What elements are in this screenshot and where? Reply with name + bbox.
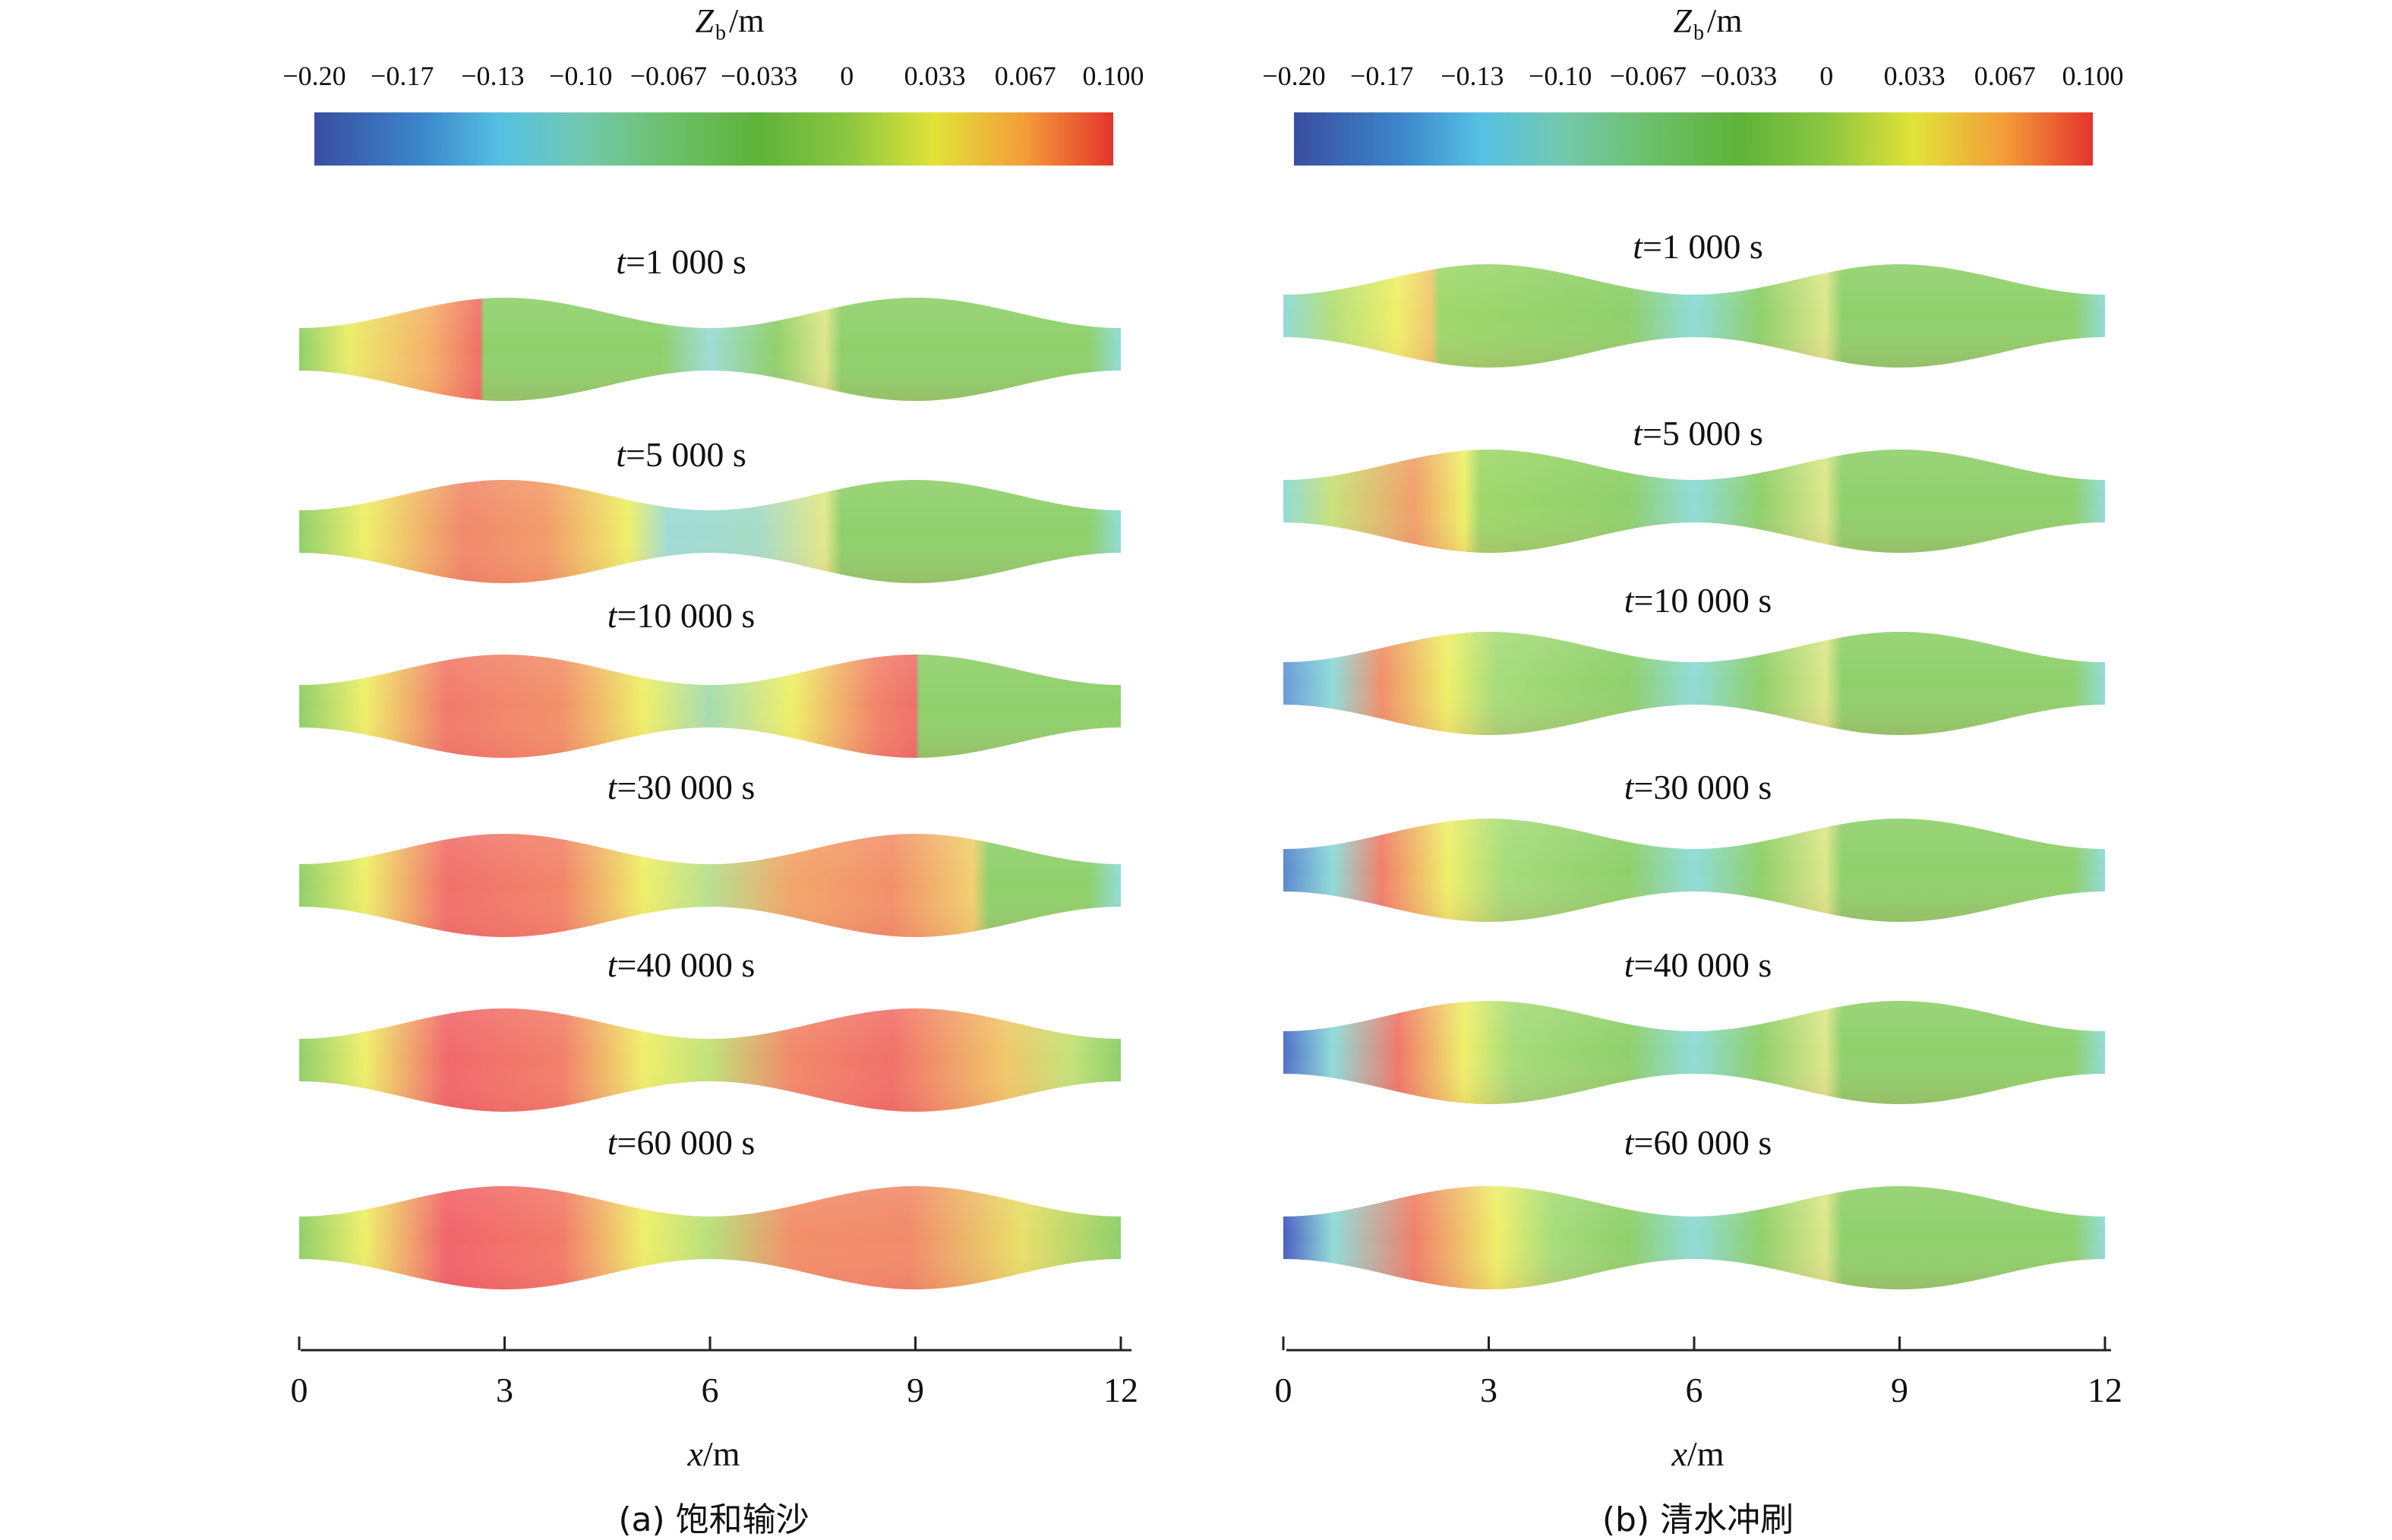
x-tick-label: 9 (907, 1371, 924, 1409)
time-panel: t=30 000 s (299, 768, 1121, 937)
colorbar-tick-label: −0.033 (721, 61, 797, 91)
channel-bank-shading (1283, 264, 2105, 368)
time-panel: t=40 000 s (1283, 945, 2105, 1104)
colorbar-tick-label: 0.100 (1083, 61, 1144, 91)
time-panel: t=1 000 s (299, 242, 1121, 401)
x-axis: 0 3 6 9 12 x/m (1275, 1336, 2122, 1473)
colorbar-title-sub: b (1693, 21, 1704, 45)
colorbar-title-var: Z (1674, 2, 1693, 39)
time-panel: t=10 000 s (299, 596, 1121, 758)
x-tick-label: 0 (1275, 1371, 1292, 1409)
x-tick-label: 3 (1480, 1371, 1497, 1409)
colorbar-tick-label: −0.10 (1529, 61, 1592, 91)
time-panel: t=60 000 s (1283, 1123, 2105, 1289)
time-panel: t=1 000 s (1283, 227, 2105, 368)
panel-column-a: t=1 000 s t=5 000 s t=10 000 s t=30 000 … (291, 242, 1139, 1539)
colorbar-tick-label: −0.17 (1350, 61, 1413, 91)
x-axis-ticks: 0 3 6 9 12 (291, 1336, 1138, 1409)
colorbar-title-unit: /m (729, 2, 764, 39)
colorbar-tick-label: 0.067 (1974, 61, 2036, 91)
colorbar-tick-label: −0.033 (1700, 61, 1777, 91)
x-axis-title: x/m (687, 1434, 740, 1473)
time-label: t=60 000 s (607, 1123, 756, 1162)
time-label: t=10 000 s (607, 596, 756, 635)
colorbar-tick-labels: −0.20 −0.17 −0.13 −0.10 −0.067 −0.033 0 0.033 0.… (1262, 61, 2123, 91)
time-label: t=5 000 s (616, 435, 746, 474)
channel-bank-shading (1283, 632, 2105, 735)
colorbar-tick-label: 0.033 (1884, 61, 1945, 91)
colorbar-tick-label: 0 (1819, 61, 1833, 91)
x-tick-label: 6 (702, 1371, 719, 1409)
colorbar-bar (314, 112, 1113, 166)
x-tick-label: 6 (1686, 1371, 1703, 1409)
time-panel: t=5 000 s (299, 435, 1121, 583)
x-axis-ticks: 0 3 6 9 12 (1275, 1336, 2122, 1409)
colorbar-tick-label: −0.13 (461, 61, 524, 91)
panel-column-b: t=1 000 s t=5 000 s t=10 000 s t=30 000 … (1275, 227, 2123, 1539)
x-tick-label: 3 (496, 1371, 513, 1409)
time-panel: t=10 000 s (1283, 581, 2105, 735)
time-label: t=1 000 s (616, 242, 746, 281)
x-tick-label: 12 (2087, 1371, 2122, 1409)
channel-bank-shading (1283, 1001, 2105, 1104)
channel-bank-shading (1283, 450, 2105, 553)
channel-bank-shading (299, 480, 1121, 583)
time-label: t=30 000 s (607, 768, 756, 806)
time-panel: t=30 000 s (1283, 768, 2105, 922)
colorbar-right: Z b /m −0.20 −0.17 −0.13 −0.10 −0.067 −0.033 0… (1262, 2, 2124, 166)
time-label: t=5 000 s (1633, 414, 1763, 453)
x-tick-label: 12 (1103, 1371, 1138, 1409)
caption-a: (a) 饱和输沙 (618, 1501, 809, 1539)
time-panel: t=40 000 s (299, 945, 1121, 1112)
colorbar-tick-label: −0.10 (549, 61, 612, 91)
colorbar-tick-label: 0.067 (995, 61, 1056, 91)
colorbar-tick-label: 0 (840, 61, 854, 91)
x-tick-label: 0 (291, 1371, 308, 1409)
colorbar-tick-label: 0.033 (904, 61, 966, 91)
time-label: t=30 000 s (1624, 768, 1772, 806)
colorbar-tick-label: −0.13 (1441, 61, 1504, 91)
colorbar-tick-labels: −0.20 −0.17 −0.13 −0.10 −0.067 −0.033 0 0.033 0.… (282, 61, 1144, 91)
time-panel: t=5 000 s (1283, 414, 2105, 553)
channel-bank-shading (299, 834, 1121, 937)
channel-bank-shading (299, 655, 1121, 758)
x-axis: 0 3 6 9 12 x/m (291, 1336, 1138, 1473)
time-label: t=40 000 s (1624, 945, 1772, 984)
channel-bank-shading (299, 298, 1121, 401)
time-label: t=60 000 s (1624, 1123, 1772, 1162)
channel-bank-shading (299, 1008, 1121, 1112)
colorbar-tick-label: −0.17 (371, 61, 434, 91)
colorbar-tick-label: −0.20 (1262, 61, 1325, 91)
colorbar-tick-label: −0.067 (1610, 61, 1687, 91)
colorbar-tick-label: 0.100 (2062, 61, 2124, 91)
x-axis-title: x/m (1671, 1434, 1725, 1473)
time-label: t=10 000 s (1624, 581, 1772, 620)
colorbar-title-sub: b (715, 21, 726, 45)
channel-bank-shading (1283, 1186, 2105, 1289)
channel-bank-shading (1283, 819, 2105, 922)
x-tick-label: 9 (1891, 1371, 1908, 1409)
colorbar-tick-label: −0.20 (282, 61, 346, 91)
caption-b: (b) 清水冲刷 (1602, 1501, 1794, 1539)
time-label: t=40 000 s (607, 945, 756, 984)
colorbar-tick-label: −0.067 (630, 61, 707, 91)
colorbar-title-unit: /m (1707, 2, 1742, 39)
colorbar-bar (1294, 112, 2093, 166)
time-panel: t=60 000 s (299, 1123, 1121, 1289)
colorbar-left: Z b /m −0.20 −0.17 −0.13 −0.10 −0.067 −0.033 0… (282, 2, 1144, 166)
channel-bank-shading (299, 1186, 1121, 1289)
colorbar-title-var: Z (696, 2, 715, 39)
time-label: t=1 000 s (1633, 227, 1763, 266)
